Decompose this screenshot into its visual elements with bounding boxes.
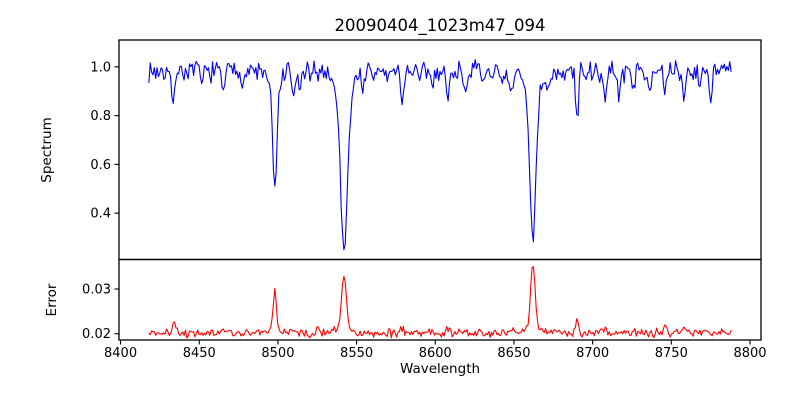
spectrum-line [148, 59, 732, 251]
spectrum-y-axis-label: Spectrum [39, 117, 55, 182]
x-tick-label: 8650 [497, 346, 530, 361]
spectrum-y-tick-label: 1.0 [90, 60, 111, 75]
error-panel-border [118, 258, 762, 341]
plot-content: 8400 8450 8500 8550 8600 8650 8700 8750 8800 0.4 0… [82, 59, 767, 361]
x-axis-label: Wavelength [400, 361, 480, 377]
error-y-tick-label: 0.03 [82, 283, 111, 298]
chart-title: 20090404_1023m47_094 [334, 16, 545, 36]
x-tick-label: 8700 [576, 346, 609, 361]
x-tick-label: 8550 [340, 346, 373, 361]
x-tick-label: 8600 [419, 346, 452, 361]
error-y-tick-label: 0.02 [82, 327, 111, 342]
spectrum-y-tick-label: 0.6 [90, 158, 111, 173]
x-tick-label: 8500 [261, 346, 294, 361]
x-tick-label: 8800 [733, 346, 766, 361]
error-y-axis-label: Error [44, 283, 60, 316]
x-tick-label: 8750 [655, 346, 688, 361]
error-line [148, 266, 732, 339]
x-tick-label: 8450 [183, 346, 216, 361]
x-tick-label: 8400 [104, 346, 137, 361]
spectrum-y-tick-label: 0.8 [90, 109, 111, 124]
spectrum-y-tick-label: 0.4 [90, 207, 111, 222]
